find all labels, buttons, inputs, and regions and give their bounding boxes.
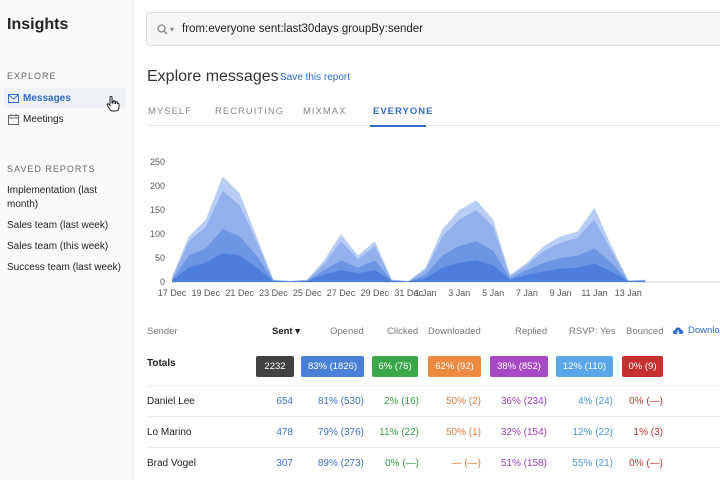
x-tick-label: 3 Jan	[448, 288, 470, 298]
table-cell: 0% (—)	[385, 458, 419, 469]
download-button[interactable]: Downlo	[672, 325, 720, 336]
x-tick-label: 25 Dec	[293, 288, 322, 298]
total-badge: 0% (9)	[622, 356, 663, 377]
table-cell: 32% (154)	[500, 427, 547, 438]
column-header-downloaded[interactable]: Downloaded	[428, 326, 481, 337]
table-cell: 51% (158)	[500, 458, 547, 469]
row-divider	[146, 385, 720, 386]
tab-everyone[interactable]: EVERYONE	[373, 106, 434, 117]
sender-name: Lo Marino	[147, 427, 192, 438]
table-cell: 0% (—)	[629, 458, 663, 469]
table-cell: 4% (24)	[577, 396, 613, 407]
saved-reports-section-label: SAVED REPORTS	[7, 164, 96, 174]
x-tick-label: 1 Jan	[414, 288, 436, 298]
column-header-label: Sent	[272, 326, 293, 337]
x-tick-label: 23 Dec	[259, 288, 288, 298]
x-tick-label: 9 Jan	[550, 288, 572, 298]
sort-desc-icon: ▾	[295, 326, 301, 337]
saved-report-item[interactable]: Sales team (this week)	[7, 241, 109, 252]
total-badge: 62% (92)	[428, 356, 481, 377]
search-icon	[157, 23, 168, 35]
x-tick-label: 13 Jan	[615, 288, 642, 298]
save-report-link[interactable]: Save this report	[280, 72, 351, 83]
total-badge: 83% (1826)	[301, 356, 364, 377]
y-tick-label: 200	[150, 181, 165, 191]
active-tab-indicator	[370, 125, 426, 127]
table-cell: 0% (—)	[629, 396, 663, 407]
cloud-download-icon	[672, 326, 684, 336]
table-cell[interactable]: 307	[276, 458, 293, 469]
table-cell: 81% (530)	[317, 396, 364, 407]
search-input[interactable]: from:everyone sent:last30days groupBy:se…	[182, 23, 424, 35]
x-tick-label: 29 Dec	[361, 288, 390, 298]
page-title: Explore messages	[147, 68, 279, 85]
column-header-sent[interactable]: Sent ▾	[272, 326, 300, 337]
hand-cursor-icon	[106, 95, 120, 117]
y-tick-label: 150	[150, 205, 165, 215]
table-cell: 11% (22)	[379, 427, 419, 438]
column-header-replied[interactable]: Replied	[515, 326, 548, 337]
download-label: Downlo	[688, 325, 720, 336]
column-header-clicked[interactable]: Clicked	[387, 326, 419, 337]
tab-mixmax[interactable]: MIXMAX	[303, 106, 347, 117]
x-tick-label: 11 Jan	[581, 288, 607, 298]
x-tick-label: 19 Dec	[192, 288, 221, 298]
explore-section-label: EXPLORE	[7, 71, 57, 81]
sender-name: Daniel Lee	[147, 396, 195, 407]
total-badge: 6% (76)	[372, 356, 418, 377]
total-badge: 2232	[256, 356, 294, 377]
saved-report-item[interactable]: Success team (last week)	[7, 262, 121, 273]
tab-bar: MYSELF RECRUITING MIXMAX EVERYONE	[146, 98, 720, 126]
sender-name: Brad Vogel	[147, 458, 196, 469]
tab-myself[interactable]: MYSELF	[148, 106, 193, 117]
x-tick-label: 21 Dec	[225, 288, 254, 298]
table-cell: 1% (3)	[633, 427, 663, 438]
row-divider	[146, 416, 720, 417]
tab-recruiting[interactable]: RECRUITING	[215, 106, 285, 117]
x-tick-label: 7 Jan	[516, 288, 538, 298]
table-cell: 36% (234)	[500, 396, 547, 407]
sidebar-item-label: Messages	[23, 92, 71, 104]
totals-label: Totals	[147, 358, 176, 369]
row-divider	[146, 447, 720, 448]
table-cell: 89% (273)	[317, 458, 364, 469]
table-cell: 55% (21)	[572, 458, 613, 469]
y-tick-label: 100	[150, 229, 165, 239]
x-tick-label: 17 Dec	[158, 288, 187, 298]
sidebar-item-messages[interactable]: Messages	[4, 88, 126, 108]
column-header-opened[interactable]: Opened	[330, 326, 364, 337]
sidebar-item-meetings[interactable]: Meetings	[4, 109, 126, 129]
chevron-down-icon[interactable]: ▾	[170, 24, 175, 34]
column-header-sender[interactable]: Sender	[147, 326, 178, 337]
messages-area-chart: 0 50 100 150 200 250 17 Dec 19 Dec 21 Dec 23 Dec 2…	[150, 157, 720, 298]
total-badge: 12% (110)	[556, 356, 613, 377]
calendar-icon	[7, 113, 19, 125]
saved-report-item[interactable]: Implementation (last month)	[7, 185, 98, 210]
saved-report-item[interactable]: Sales team (last week)	[7, 220, 109, 231]
table-cell: 50% (2)	[445, 396, 481, 407]
table-cell: 2% (16)	[383, 396, 419, 407]
x-tick-label: 31 Dec	[394, 288, 423, 298]
column-header-bounced[interactable]: Bounced	[626, 326, 664, 337]
table-cell[interactable]: 654	[276, 396, 293, 407]
x-tick-label: 27 Dec	[327, 288, 356, 298]
envelope-icon	[7, 92, 19, 104]
sidebar-item-label: Meetings	[23, 113, 64, 125]
column-header-rsvp-yes[interactable]: RSVP: Yes	[569, 326, 616, 337]
x-tick-label: 5 Jan	[482, 288, 504, 298]
y-tick-label: 0	[160, 277, 165, 287]
table-cell: 50% (1)	[445, 427, 481, 438]
table-cell[interactable]: 478	[276, 427, 293, 438]
search-bar[interactable]: ▾ from:everyone sent:last30days groupBy:…	[146, 12, 720, 46]
y-tick-label: 250	[150, 157, 165, 167]
total-badge: 38% (852)	[490, 356, 548, 377]
table-cell: 79% (376)	[317, 427, 364, 438]
y-tick-label: 50	[155, 253, 165, 263]
table-cell: — (—)	[451, 458, 481, 469]
app-title: Insights	[7, 16, 69, 33]
table-cell: 12% (22)	[572, 427, 613, 438]
sidebar: Insights EXPLORE Messages Meetings SAVED…	[0, 0, 134, 480]
